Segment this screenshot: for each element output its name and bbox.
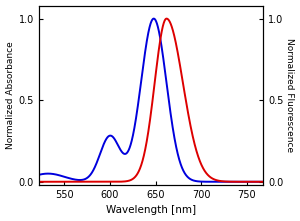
Y-axis label: Normalized Absorbance: Normalized Absorbance — [6, 41, 15, 149]
X-axis label: Wavelength [nm]: Wavelength [nm] — [106, 206, 196, 215]
Y-axis label: Normalized Fluorescence: Normalized Fluorescence — [285, 38, 294, 152]
